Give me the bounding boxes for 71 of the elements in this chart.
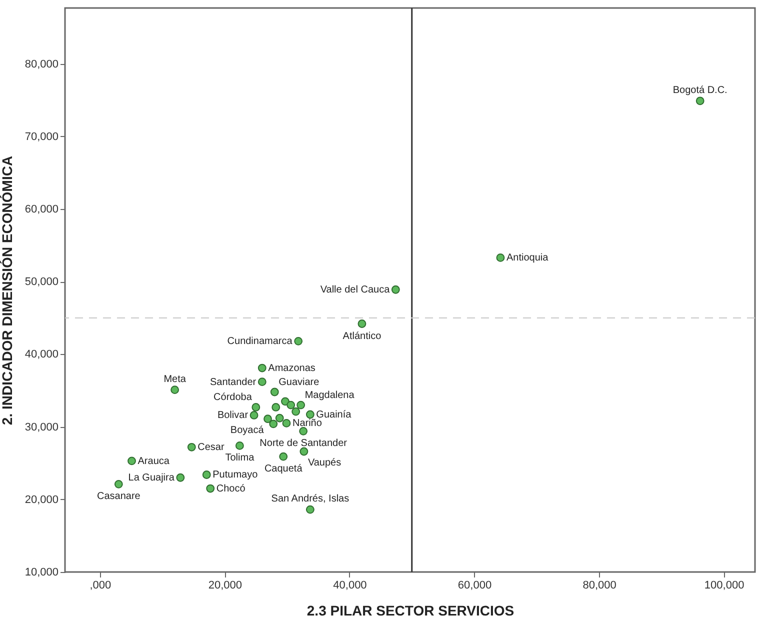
y-tick-label: 40,000	[24, 348, 58, 361]
x-tick-label: ,000	[90, 580, 112, 592]
point	[272, 403, 280, 412]
annotation: Meta	[164, 374, 186, 385]
annotation: Chocó	[216, 484, 246, 495]
x-tick-label: 20,000	[208, 580, 242, 592]
annotation: La Guajira	[128, 472, 175, 484]
annotation: Córdoba	[214, 392, 252, 404]
annotation: Magdalena	[304, 390, 355, 402]
point	[258, 378, 266, 386]
annotation: Guainía	[316, 409, 352, 420]
annotation: San Andrés, Islas	[271, 494, 350, 505]
annotation: Amazonas	[268, 363, 316, 374]
annotation: Valle del Cauca	[320, 284, 390, 296]
point	[128, 456, 136, 466]
point	[391, 285, 400, 294]
annotation: Vaupés	[308, 458, 342, 469]
y-tick-label: 50,000	[24, 276, 58, 288]
annotation: Arauca	[138, 456, 170, 467]
point	[292, 407, 300, 416]
point	[279, 452, 288, 461]
annotation: Cundinamarca	[227, 336, 293, 348]
annotation: Bolivar	[217, 410, 249, 422]
point	[300, 447, 308, 456]
point	[264, 414, 272, 424]
point	[206, 484, 215, 493]
y-tick-label: 20,000	[24, 494, 58, 506]
point	[358, 320, 366, 328]
annotation: Nariño	[292, 418, 322, 430]
y-tick-label: 70,000	[24, 130, 58, 143]
annotation: Tolima	[225, 452, 255, 464]
annotation: Caquetá	[264, 464, 303, 475]
point	[496, 254, 505, 262]
point	[299, 426, 308, 436]
y-tick-label: 60,000	[24, 204, 58, 216]
point	[294, 336, 303, 346]
annotation: Norte de Santander	[260, 438, 348, 450]
point	[282, 418, 291, 428]
annotation: Atlántico	[342, 330, 382, 342]
point	[286, 400, 296, 410]
annotation: Santander	[210, 376, 257, 388]
x-tick-label: 60,000	[458, 580, 492, 592]
point	[306, 505, 314, 514]
point	[170, 386, 180, 394]
annotation: Cesar	[198, 442, 225, 454]
x-tick-label: 80,000	[582, 580, 616, 592]
point	[275, 414, 284, 422]
annotation: Bogotá D.C.	[672, 84, 728, 96]
point	[296, 400, 306, 410]
point	[114, 480, 123, 488]
annotation: Casanare	[96, 491, 141, 502]
point	[176, 473, 185, 482]
annotation: Guaviare	[278, 376, 320, 388]
point	[269, 420, 278, 428]
point	[250, 411, 258, 420]
x-tick-label: 100,000	[704, 580, 744, 592]
y-tick-label: 80,000	[24, 58, 58, 70]
x-tick-label: 40,000	[333, 580, 367, 592]
annotation: Antioquia	[506, 252, 549, 264]
point	[696, 96, 704, 106]
point	[202, 470, 211, 479]
annotation: Boyacá	[230, 424, 264, 436]
point	[258, 364, 266, 372]
y-tick-label: 10,000	[24, 566, 58, 578]
point	[235, 442, 244, 450]
point	[187, 442, 196, 452]
x-axis-title: 2.3 PILAR SECTOR SERVICIOS	[306, 602, 514, 618]
annotation: Putumayo	[212, 470, 258, 481]
point	[252, 403, 260, 412]
point	[270, 388, 279, 396]
y-tick-label: 30,000	[24, 421, 58, 434]
